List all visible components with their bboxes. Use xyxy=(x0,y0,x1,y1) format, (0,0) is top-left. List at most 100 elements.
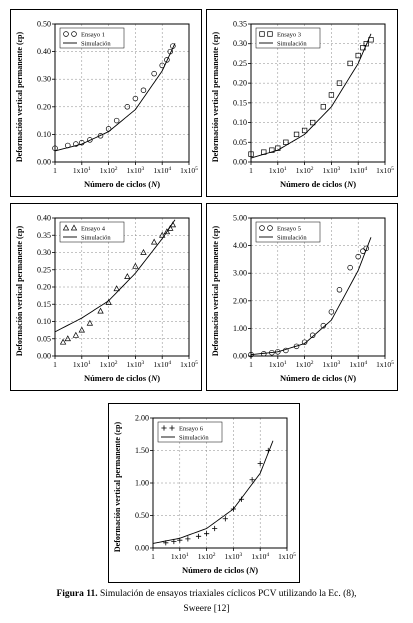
x-tick-label: 1x105 xyxy=(376,166,394,175)
data-point xyxy=(259,225,265,231)
y-tick-label: 0.00 xyxy=(135,544,149,553)
data-point xyxy=(267,225,273,231)
chart-panel-ensayo-5: 1 1x101 1x102 1x103 1x104 1x105 0.00 1.00 2.00 3.… xyxy=(206,203,398,391)
y-tick-label: 0.20 xyxy=(37,102,51,111)
data-point xyxy=(320,104,326,110)
x-tick-label: 1x105 xyxy=(278,552,296,561)
y-tick-label: 0.10 xyxy=(233,118,247,127)
data-point xyxy=(113,117,120,124)
data-point xyxy=(124,273,131,279)
chart-svg: 1 1x101 1x102 1x103 1x104 1x105 0.00 0.05 0.10 0.… xyxy=(211,20,394,190)
legend-entry: Ensayo 3 xyxy=(277,32,301,39)
y-tick-label: 1.50 xyxy=(135,446,149,455)
y-axis-label: Deformación vertical permanente (εp) xyxy=(15,32,24,163)
data-point xyxy=(328,92,335,98)
y-tick-label: 2.00 xyxy=(233,296,247,305)
data-point xyxy=(347,60,353,67)
y-tick-label: 0.25 xyxy=(37,265,51,274)
chart-svg: 1 1x101 1x102 1x103 1x104 1x105 0.00 0.10 0.20 0.… xyxy=(15,20,198,190)
x-tick-label: 1x103 xyxy=(127,360,145,369)
data-point xyxy=(222,516,228,522)
x-tick-label: 1 xyxy=(53,360,57,369)
data-point xyxy=(73,141,79,147)
x-tick-label: 1x104 xyxy=(349,166,367,175)
y-tick-label: 0.40 xyxy=(37,214,51,223)
data-point xyxy=(70,224,78,231)
y-axis-label: Deformación vertical permanente (εp) xyxy=(15,226,24,357)
y-tick-label: 0.10 xyxy=(37,317,51,326)
data-point xyxy=(164,57,170,63)
x-tick-label: 1x103 xyxy=(323,166,341,175)
y-tick-label: 1.00 xyxy=(135,479,149,488)
data-point xyxy=(159,231,166,238)
x-tick-label: 1x103 xyxy=(225,552,243,561)
y-tick-label: 0.35 xyxy=(37,231,51,240)
y-axis-label: Deformación vertical permanente (εp) xyxy=(211,32,220,163)
legend-entry: Ensayo 5 xyxy=(277,226,301,233)
legend-entry: Simulación xyxy=(179,435,209,442)
plot-frame xyxy=(54,23,190,163)
simulation-line xyxy=(54,219,176,333)
plot-frame xyxy=(250,23,386,163)
data-point xyxy=(124,104,131,110)
data-point xyxy=(336,80,343,86)
data-point xyxy=(336,287,343,293)
figure-caption-text: Simulación de ensayos triaxiales cíclico… xyxy=(100,589,357,599)
y-tick-label: 3.00 xyxy=(233,269,247,278)
data-point xyxy=(132,262,139,269)
y-tick-label: 0.00 xyxy=(37,158,51,167)
data-point xyxy=(63,31,69,37)
data-point xyxy=(185,536,191,542)
x-tick-label: 1x104 xyxy=(153,166,171,175)
data-point xyxy=(163,228,171,235)
y-axis-label: Deformación vertical permanente (εp) xyxy=(113,422,122,553)
data-point xyxy=(328,309,335,315)
x-tick-label: 1x101 xyxy=(171,552,189,561)
data-point xyxy=(86,319,94,326)
legend-entry: Ensayo 1 xyxy=(81,32,105,39)
y-tick-label: 1.00 xyxy=(233,324,247,333)
simulation-line xyxy=(54,43,176,152)
data-point xyxy=(204,531,210,537)
data-point xyxy=(309,332,316,339)
x-tick-label: 1x105 xyxy=(180,166,198,175)
data-point xyxy=(248,151,254,157)
x-tick-label: 1x104 xyxy=(349,360,367,369)
chart-panel-ensayo-4: 1 1x101 1x102 1x103 1x104 1x105 0.00 0.05 0.10 0.… xyxy=(10,203,202,391)
data-point xyxy=(355,253,361,260)
data-point xyxy=(301,127,308,134)
data-point xyxy=(283,139,289,145)
data-point xyxy=(249,477,255,483)
chart-panel-ensayo-6: 1 1x101 1x102 1x103 1x104 1x105 0.00 0.50 1.00 1.… xyxy=(108,403,300,583)
y-tick-label: 0.10 xyxy=(37,130,51,139)
x-tick-label: 1x105 xyxy=(180,360,198,369)
x-tick-label: 1x104 xyxy=(153,360,171,369)
data-point xyxy=(151,70,157,77)
simulation-line xyxy=(152,440,274,544)
legend-entry: Simulación xyxy=(277,235,307,242)
data-point xyxy=(132,95,139,102)
data-point xyxy=(62,224,70,231)
plot-frame xyxy=(250,217,386,357)
y-tick-label: 0.00 xyxy=(37,352,51,361)
legend-entry: Simulación xyxy=(277,41,307,48)
x-tick-label: 1x102 xyxy=(100,166,118,175)
data-point xyxy=(161,425,167,431)
x-tick-label: 1x105 xyxy=(376,360,394,369)
figure-caption: Figura 11. Simulación de ensayos triaxia… xyxy=(0,589,413,599)
x-tick-label: 1x101 xyxy=(269,360,287,369)
x-axis-label: Número de ciclos (N) xyxy=(84,373,160,383)
data-point xyxy=(293,131,300,138)
y-tick-label: 0.20 xyxy=(233,79,247,88)
data-point xyxy=(257,460,263,467)
y-tick-label: 0.30 xyxy=(233,39,247,48)
data-point xyxy=(310,119,316,126)
data-point xyxy=(150,238,158,245)
x-tick-label: 1x102 xyxy=(296,166,314,175)
y-tick-label: 0.05 xyxy=(233,138,247,147)
y-tick-label: 0.05 xyxy=(37,334,51,343)
x-tick-label: 1 xyxy=(249,360,253,369)
data-point xyxy=(59,338,67,345)
y-tick-label: 0.30 xyxy=(37,248,51,257)
data-point xyxy=(72,331,80,338)
